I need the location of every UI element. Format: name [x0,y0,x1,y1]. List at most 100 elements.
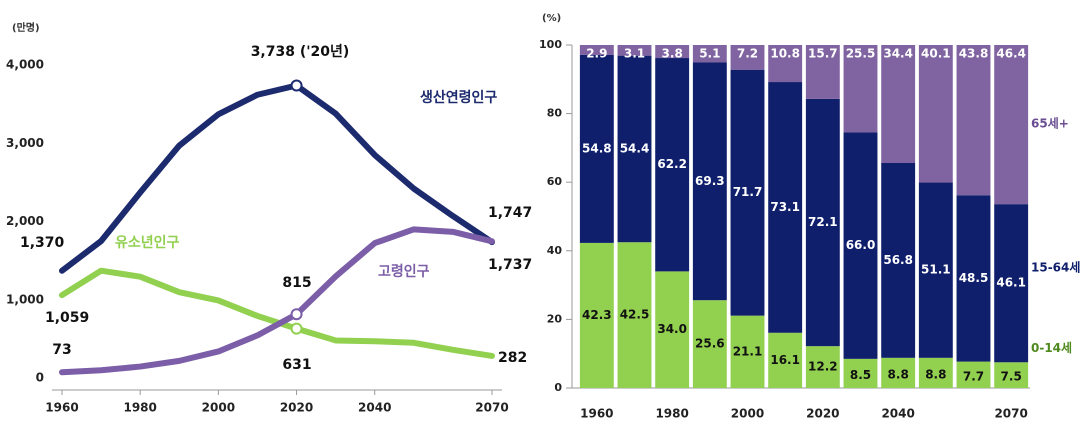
bar-segment [730,45,765,70]
bar-segment [579,242,614,388]
bar-segment [655,271,690,388]
annotation: 3,738 ('20년) [251,44,350,60]
value-label: 7.5 [1001,370,1022,384]
bar-segment [918,182,953,358]
x-tick-label: 2070 [994,407,1027,421]
value-label: 8.5 [850,368,871,382]
value-label: 8.8 [888,367,909,381]
bar-segment [579,45,614,55]
y-unit-label: (만명) [12,21,40,34]
y-tick-label: 0 [36,371,44,385]
x-tick-label: 2000 [731,407,764,421]
value-label: 21.1 [733,344,763,358]
value-label: 40.1 [921,47,951,61]
y-tick-label: 0 [554,381,562,394]
x-tick-label: 2040 [881,407,914,421]
value-label: 7.7 [963,369,984,383]
annotation: 631 [282,357,311,373]
bar-segment [617,242,652,388]
value-label: 34.0 [657,322,687,336]
value-label: 73.1 [770,200,800,214]
y-tick-label: 20 [547,312,563,325]
bar-segment [579,54,614,243]
bar-segment [881,45,916,163]
bar-segment [843,358,878,388]
value-label: 66.0 [846,238,876,252]
highlight-point [290,308,303,321]
value-label: 42.5 [620,308,650,322]
x-tick-label: 2000 [202,401,235,415]
bar-segment [918,357,953,388]
annotation: 1,370 [20,235,65,251]
value-label: 5.1 [699,47,720,61]
x-tick-label: 2020 [280,401,313,415]
value-label: 54.4 [620,141,650,155]
value-label: 16.1 [770,353,800,367]
y-tick-label: 80 [547,107,563,120]
annotation: 815 [282,275,311,291]
series-label: 유소년인구 [115,234,180,251]
y-tick-label: 100 [539,38,562,51]
value-label: 69.3 [695,174,725,188]
x-tick-label: 1960 [580,407,613,421]
value-label: 12.2 [808,360,838,374]
bar-segment [994,45,1029,205]
x-tick-label: 1980 [123,401,156,415]
annotation: 1,059 [45,310,89,326]
bar-segment [956,195,991,362]
x-tick-label: 1980 [655,407,688,421]
annotation: 73 [52,342,71,358]
bar-segment [918,45,953,183]
bar-segment [692,300,727,388]
highlight-point [290,79,303,92]
value-label: 25.5 [846,47,876,61]
bar-segment [730,315,765,388]
value-label: 71.7 [733,185,763,199]
value-label: 15.7 [808,47,838,61]
bar-segment [768,45,803,83]
value-label: 43.8 [959,47,989,61]
y-tick-label: 4,000 [6,58,44,72]
bar-segment [805,45,840,99]
value-label: 46.4 [996,47,1026,61]
value-label: 10.8 [770,47,800,61]
value-label: 2.9 [586,47,607,61]
x-tick-label: 2020 [806,407,839,421]
annotation: 282 [498,350,527,366]
value-label: 7.2 [737,47,758,61]
bar-segment [805,98,840,347]
bar-segment [768,332,803,388]
bar-segment [881,162,916,358]
bar-segment [843,132,878,359]
bar-segment [994,204,1029,363]
annotation: 1,737 [488,257,532,273]
y-tick-label: 40 [547,244,563,257]
value-label: 34.4 [883,47,913,61]
bar-segment [994,362,1029,388]
bar-segment [730,69,765,316]
x-tick-label: 2040 [358,401,391,415]
value-label: 46.1 [996,276,1026,290]
value-label: 3.8 [662,47,683,61]
y-tick-label: 60 [547,175,563,188]
bar-segment [617,55,652,243]
legend-label: 0-14세 [1031,340,1072,355]
bar-segment [655,58,690,272]
line-series [59,267,495,359]
legend-label: 15-64세 [1031,259,1080,274]
y-tick-label: 1,000 [6,292,44,306]
y-tick-label: 2,000 [6,214,44,228]
value-label: 56.8 [883,253,913,267]
y-unit-label: (%) [542,13,561,24]
bar-segment [768,82,803,333]
bar-segment [843,45,878,133]
legend-label: 65세+ [1031,115,1069,130]
series-label: 고령인구 [378,263,430,280]
x-tick-label: 1960 [45,401,78,415]
y-tick-label: 3,000 [6,136,44,150]
annotation: 1,747 [488,205,532,221]
bar-segment [805,346,840,388]
value-label: 48.5 [959,271,989,285]
bar-segment [956,361,991,388]
